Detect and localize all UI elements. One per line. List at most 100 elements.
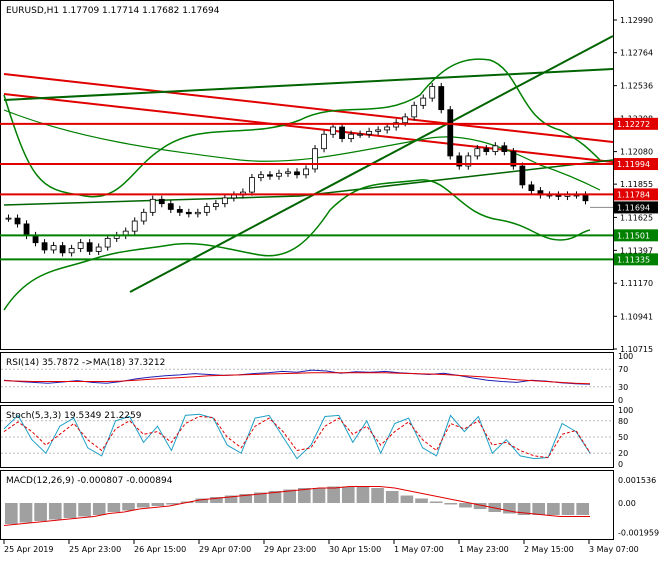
candle-body (411, 104, 418, 118)
candle-body (221, 197, 228, 205)
candle-body (131, 220, 138, 232)
candle-body (348, 133, 354, 139)
candle-body (149, 198, 156, 213)
macd-panel-frame (0, 470, 614, 540)
candle-body (212, 203, 219, 207)
candle-body (5, 217, 12, 220)
green-uptrend-line (3, 68, 614, 101)
candle-body (429, 86, 436, 99)
candle-body (95, 246, 102, 252)
candle-body (321, 133, 327, 150)
macd-y-tick-label: -0.001959 (618, 528, 659, 537)
candle-body (23, 223, 30, 236)
candle-body (384, 126, 391, 131)
macd-panel-title: MACD(12,26,9) -0.000807 -0.000894 (6, 476, 173, 486)
candle-body (312, 148, 318, 170)
price-y-tick-label: 1.11855 (620, 180, 653, 189)
stoch-y-tick-label: 100 (618, 406, 633, 415)
candle-body (167, 203, 174, 210)
price-level-label: 1.11694 (617, 203, 650, 212)
price-level-label: 1.11994 (617, 160, 650, 169)
candle-body (230, 194, 237, 199)
candle-body (357, 133, 364, 136)
candle-body (185, 211, 192, 215)
candle-body (258, 174, 264, 179)
red-channel-line-upper (3, 93, 614, 163)
x-tick-label: 2 May 15:00 (524, 545, 574, 554)
candle-body (104, 237, 111, 248)
rsi-line (3, 369, 591, 385)
stoch-y-tick-label: 20 (618, 449, 628, 458)
candle-body (285, 171, 291, 174)
price-level-tag (614, 253, 658, 266)
candle-body (402, 116, 409, 124)
price-y-tick-label: 1.11625 (620, 213, 653, 222)
candle-body (77, 242, 84, 249)
price-y-tick-label: 1.12080 (620, 148, 653, 157)
stoch-panel (1, 413, 613, 460)
candle-body (483, 148, 490, 152)
candle-body (86, 242, 93, 252)
candle-body (14, 217, 21, 225)
price-level-tag (614, 188, 658, 201)
candle-body (330, 126, 336, 135)
x-tick-label: 1 May 07:00 (394, 545, 444, 554)
price-panel-title: EURUSD,H1 1.17709 1.17714 1.17682 1.1769… (6, 6, 220, 16)
candle-body (366, 130, 373, 135)
candle-body (276, 172, 282, 177)
candle-body (393, 122, 400, 128)
price-level-label: 1.11335 (617, 255, 650, 264)
macd-y-tick-label: 0.00 (618, 499, 636, 508)
rsi-y-tick-label: 0 (618, 396, 623, 405)
stoch-y-tick-label: 50 (618, 433, 628, 442)
stoch-y-tick-label: 0 (618, 460, 623, 469)
x-tick-label: 1 May 23:00 (459, 545, 509, 554)
candle-body (249, 177, 255, 193)
price-y-tick-label: 1.12990 (620, 16, 653, 25)
green-support-line-2 (299, 159, 614, 197)
price-y-tick-label: 1.10941 (620, 312, 653, 321)
candle-body (267, 174, 273, 177)
price-level-tag (614, 158, 658, 171)
candle-body (339, 126, 345, 139)
price-y-tick-label: 1.11397 (620, 246, 653, 255)
bollinger-upper-band (3, 58, 601, 198)
rsi-y-tick-label: 70 (618, 365, 628, 374)
candle-body (375, 129, 382, 132)
x-tick-label: 25 Apr 2019 (4, 545, 53, 554)
macd-y-tick-label: 0.001536 (618, 476, 656, 485)
candle-body (158, 198, 165, 205)
rsi-y-tick-label: 30 (618, 383, 628, 392)
stoch-d-line (3, 415, 591, 459)
rsi-ma-line (3, 372, 591, 385)
rsi-panel-title: RSI(14) 35.7872 ->MA(18) 37.3212 (6, 358, 165, 368)
candle-body (294, 171, 300, 176)
price-panel (0, 35, 614, 311)
rsi-panel (1, 368, 613, 388)
candle-body (456, 155, 463, 167)
bollinger-middle-band (3, 109, 601, 191)
rsi-y-tick-label: 100 (618, 352, 633, 361)
price-level-tag (614, 117, 658, 130)
x-tick-label: 26 Apr 15:00 (134, 545, 186, 554)
macd-signal-line (3, 486, 590, 526)
candle-body (32, 235, 39, 244)
candle-body (501, 145, 508, 152)
price-y-tick-label: 1.11170 (620, 279, 653, 288)
price-level-tag (614, 201, 658, 214)
candle-body (420, 97, 427, 106)
candle-body (438, 86, 445, 111)
x-tick-label: 30 Apr 15:00 (329, 545, 381, 554)
candle-body (303, 168, 309, 176)
candle-body (519, 165, 526, 186)
macd-panel (3, 486, 590, 526)
x-tick-label: 3 May 07:00 (589, 545, 639, 554)
axes: 1.129901.127641.125361.123081.120801.118… (3, 16, 659, 554)
x-tick-label: 29 Apr 23:00 (264, 545, 316, 554)
rsi-panel-frame (0, 352, 614, 403)
candle-body (59, 245, 66, 254)
candle-body (41, 242, 48, 251)
stoch-y-tick-label: 80 (618, 417, 628, 426)
stoch-panel-frame (0, 405, 614, 468)
